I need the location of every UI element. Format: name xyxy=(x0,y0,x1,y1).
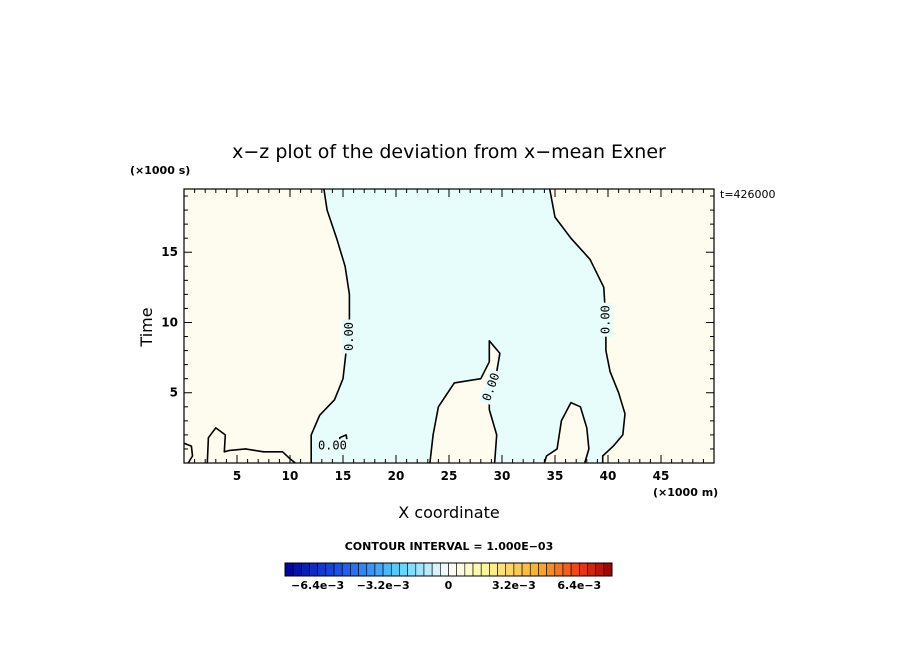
colorbar-cell xyxy=(448,562,457,577)
colorbar-cell xyxy=(456,562,466,577)
colorbar-cell xyxy=(513,562,523,577)
colorbar-cell xyxy=(497,562,507,577)
colorbar-cell xyxy=(399,562,408,577)
colorbar-cell xyxy=(301,562,310,577)
colorbar-cell xyxy=(325,562,335,577)
colorbar-cell xyxy=(440,562,449,577)
colorbar-cell xyxy=(309,562,318,577)
x-tick-label: 35 xyxy=(547,469,564,483)
x-tick-label: 20 xyxy=(388,469,405,483)
contour-label: 0.00 xyxy=(318,439,347,453)
colorbar-cell xyxy=(570,562,580,577)
colorbar-cell xyxy=(480,562,490,577)
colorbar-cell xyxy=(489,562,498,577)
colorbar-tick-label: −6.4e−3 xyxy=(291,579,344,592)
colorbar-cell xyxy=(538,562,547,577)
colorbar-cell xyxy=(382,562,392,577)
y-tick-label: 5 xyxy=(170,386,178,400)
colorbar-cell xyxy=(415,562,425,577)
colorbar-cell xyxy=(317,562,327,577)
colorbar-cell xyxy=(350,562,359,577)
contour-label-bg xyxy=(315,439,350,454)
colorbar-cell xyxy=(472,562,482,577)
contour-line-edge xyxy=(183,442,194,464)
colorbar-cell xyxy=(464,562,474,577)
colorbar-cell xyxy=(423,562,433,577)
contour-line-right xyxy=(548,188,626,463)
colorbar-cell xyxy=(333,562,343,577)
colorbar-cell xyxy=(407,562,417,577)
colorbar-tick-label: 3.2e−3 xyxy=(492,579,536,592)
colorbar-cell xyxy=(292,562,302,577)
contour-label-bg xyxy=(598,302,613,337)
contour-line-center xyxy=(429,339,501,464)
x-unit-label: (×1000 m) xyxy=(653,486,718,499)
x-tick-label: 30 xyxy=(494,469,511,483)
contour-label: 0.00 xyxy=(342,322,356,351)
contour-line-low-left xyxy=(206,427,296,464)
colorbar-cell xyxy=(529,562,539,577)
contour-interval-text: CONTOUR INTERVAL = 1.000E−03 xyxy=(345,540,554,553)
colorbar-cell xyxy=(358,562,368,577)
x-tick-label: 10 xyxy=(282,469,299,483)
colorbar-cell xyxy=(374,562,384,577)
colorbar-cell xyxy=(366,562,376,577)
colorbar-cell xyxy=(431,562,441,577)
y-axis-label: Time xyxy=(137,307,156,347)
colorbar-tick-label: −3.2e−3 xyxy=(357,579,410,592)
contour-label: 0.00 xyxy=(598,305,612,334)
x-tick-label: 25 xyxy=(441,469,458,483)
colorbar-cell xyxy=(595,562,605,577)
colorbar-cell xyxy=(390,562,400,577)
colorbar-cell xyxy=(284,562,294,577)
colorbar-cell xyxy=(587,562,596,577)
time-label: t=426000 xyxy=(720,188,776,201)
colorbar-cell xyxy=(546,562,556,577)
positive-bump-right xyxy=(544,402,589,463)
colorbar-cell xyxy=(341,562,351,577)
positive-bump-center xyxy=(429,340,500,463)
x-axis-label: X coordinate xyxy=(398,503,499,522)
colorbar-cell xyxy=(505,562,515,577)
contour-label-bg xyxy=(342,319,357,354)
y-tick-label: 10 xyxy=(161,315,178,329)
y-unit-label: (×1000 s) xyxy=(130,164,190,177)
chart-title: x−z plot of the deviation from x−mean Ex… xyxy=(232,141,666,163)
colorbar-tick-label: 6.4e−3 xyxy=(557,579,601,592)
x-tick-label: 5 xyxy=(233,469,241,483)
colorbar-frame xyxy=(284,562,613,577)
contour-label-bg xyxy=(479,368,504,406)
colorbar-cell xyxy=(603,562,613,577)
x-tick-label: 45 xyxy=(653,469,670,483)
x-tick-label: 40 xyxy=(600,469,617,483)
colorbar-cell xyxy=(521,562,531,577)
colorbar-tick-label: 0 xyxy=(445,579,453,592)
colorbar-cell xyxy=(578,562,588,577)
y-tick-label: 15 xyxy=(161,245,178,259)
colorbar-cell xyxy=(562,562,572,577)
x-tick-label: 15 xyxy=(335,469,352,483)
negative-field xyxy=(311,189,625,463)
contour-line-bump xyxy=(543,401,590,464)
colorbar-cell xyxy=(554,562,564,577)
colorbar: −6.4e−3 −3.2e−3 0 3.2e−3 6.4e−3 xyxy=(284,562,613,592)
